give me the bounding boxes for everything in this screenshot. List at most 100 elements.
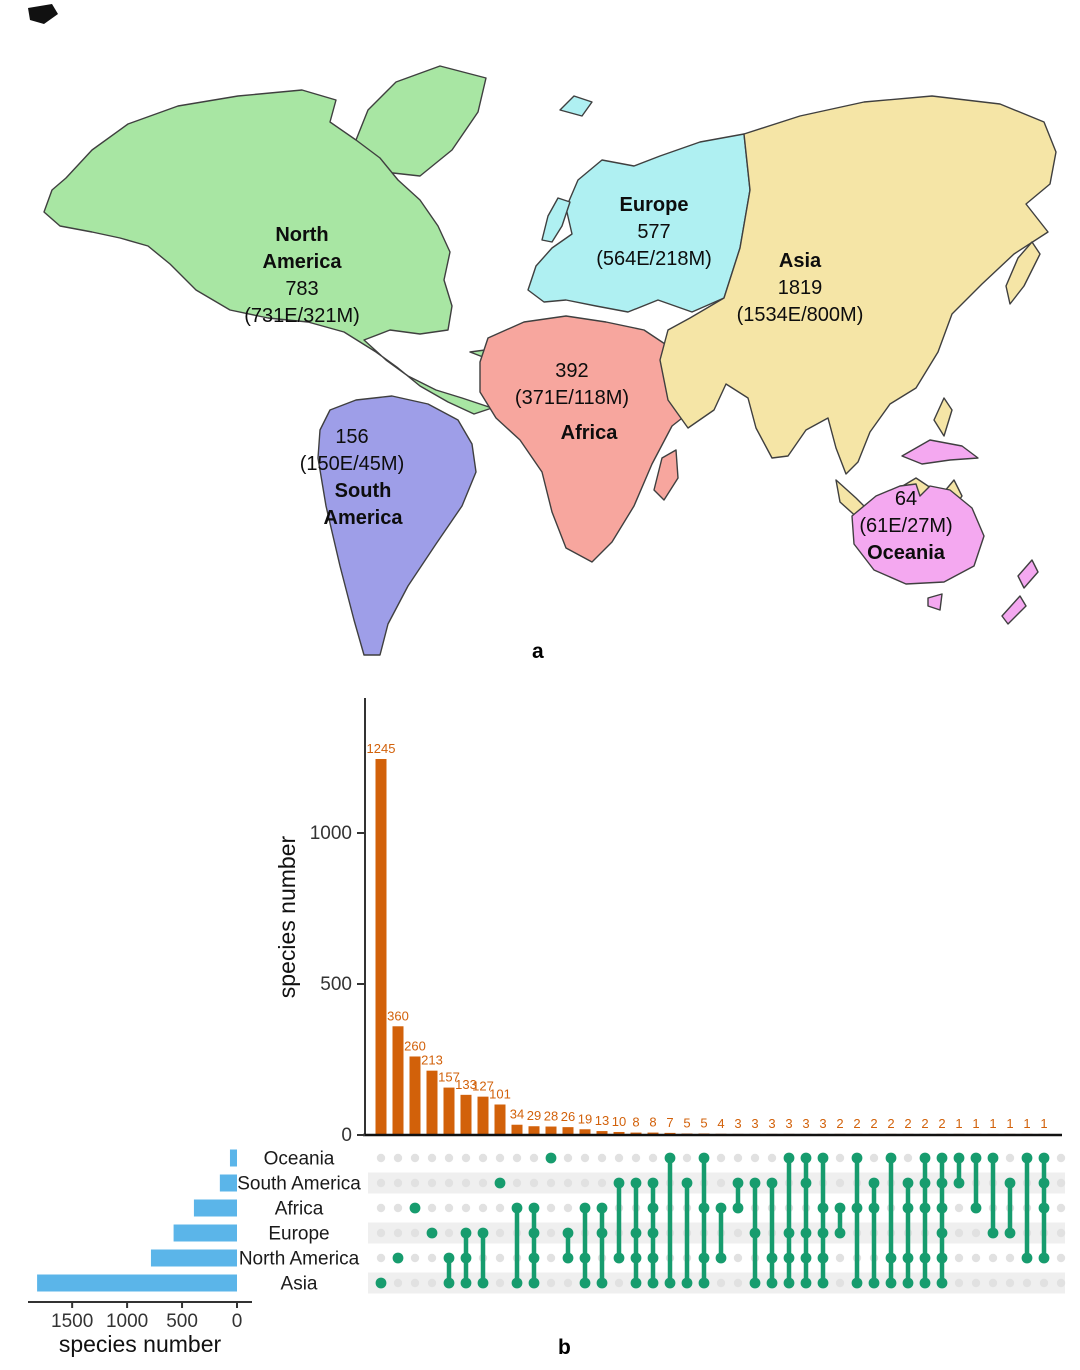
intersection-bar [426,1070,438,1135]
set-name-label: Africa [275,1199,324,1220]
matrix-empty-dot [444,1178,454,1188]
matrix-empty-dot [733,1153,743,1163]
intersection-dot [460,1252,472,1264]
intersection-dot [766,1277,778,1289]
matrix-empty-dot [597,1153,607,1163]
matrix-empty-dot [410,1153,420,1163]
intersection-value-label: 260 [404,1038,426,1053]
matrix-empty-dot [444,1228,454,1238]
map-label-oceania: 64 (61E/27M) Oceania [859,486,952,567]
matrix-empty-dot [580,1178,590,1188]
matrix-empty-dot [478,1203,488,1213]
intersection-dot [1038,1177,1050,1189]
intersection-bar [613,1131,625,1135]
intersection-dot [953,1152,965,1164]
matrix-empty-dot [835,1178,845,1188]
matrix-empty-dot [376,1153,386,1163]
intersection-dot [885,1152,897,1164]
intersection-dot [630,1177,642,1189]
intersection-bar [477,1096,489,1135]
set-size-bar [229,1149,237,1167]
matrix-empty-dot [376,1253,386,1263]
intersection-dot [817,1202,829,1214]
matrix-empty-dot [461,1203,471,1213]
matrix-empty-dot [393,1278,403,1288]
matrix-empty-dot [716,1153,726,1163]
intersection-dot [919,1202,931,1214]
intersection-dot [817,1152,829,1164]
matrix-empty-dot [648,1153,658,1163]
island-japan-shape [1005,241,1041,305]
intersection-value-label: 1245 [367,741,396,756]
set-size-bar [37,1274,237,1292]
panel-a-label: a [532,640,544,663]
map-label-text: 577 [637,221,671,243]
matrix-empty-dot [869,1153,879,1163]
island-new-guinea-shape [901,439,979,465]
island-philippines-shape [933,397,953,437]
intersection-dot [800,1277,812,1289]
matrix-empty-dot [461,1178,471,1188]
intersection-bar [562,1127,574,1135]
matrix-empty-dot [410,1278,420,1288]
intersection-value-label: 8 [649,1115,656,1130]
intersection-dot [613,1252,625,1264]
intersection-value-label: 3 [751,1116,758,1131]
intersection-dot [919,1177,931,1189]
matrix-empty-dot [954,1278,964,1288]
matrix-empty-dot [1056,1278,1066,1288]
intersection-dot [936,1277,948,1289]
set-size-bar [219,1174,237,1192]
matrix-empty-dot [529,1153,539,1163]
matrix-empty-dot [410,1253,420,1263]
intersection-dot [868,1177,880,1189]
intersection-dot [528,1277,540,1289]
map-label-africa: 392 (371E/118M) Africa [515,358,629,447]
intersection-dot [715,1252,727,1264]
intersection-dot [630,1227,642,1239]
intersection-dot [953,1177,965,1189]
matrix-empty-dot [376,1203,386,1213]
intersection-dot [800,1177,812,1189]
intersection-dot [715,1202,727,1214]
intersection-dot [528,1227,540,1239]
intersection-dot [817,1277,829,1289]
intersection-dot [783,1252,795,1264]
set-size-bar [193,1199,237,1217]
intersection-dot [545,1152,557,1164]
intersection-value-label: 26 [561,1109,575,1124]
island-iceland-shape [559,95,593,117]
intersection-dot [698,1252,710,1264]
matrix-empty-dot [614,1153,624,1163]
intersection-dot [732,1202,744,1214]
matrix-empty-dot [903,1153,913,1163]
intersection-dot [647,1252,659,1264]
intersection-value-label: 4 [717,1116,724,1131]
intersection-dot [834,1202,846,1214]
intersection-dot [902,1252,914,1264]
matrix-empty-dot [1056,1253,1066,1263]
matrix-empty-dot [495,1203,505,1213]
intersection-dot [681,1277,693,1289]
matrix-empty-dot [716,1178,726,1188]
left-chart-tick-label: 1000 [106,1311,148,1332]
intersection-value-label: 360 [387,1008,409,1023]
intersection-dot [749,1277,761,1289]
intersection-dot [902,1277,914,1289]
panel-a-map: North America 783 (731E/321M) 156 (150E/45M) S… [0,0,1080,680]
intersection-dot [579,1277,591,1289]
matrix-empty-dot [733,1278,743,1288]
island-madagascar-shape [653,449,679,501]
intersection-dot [409,1202,421,1214]
intersection-dot [817,1252,829,1264]
intersection-value-label: 3 [768,1116,775,1131]
matrix-empty-dot [512,1153,522,1163]
intersection-dot [817,1227,829,1239]
intersection-dot [579,1202,591,1214]
matrix-empty-dot [1056,1228,1066,1238]
matrix-empty-dot [529,1178,539,1188]
matrix-empty-dot [682,1153,692,1163]
continent-north-america-shape [43,89,493,415]
intersection-dot [511,1277,523,1289]
